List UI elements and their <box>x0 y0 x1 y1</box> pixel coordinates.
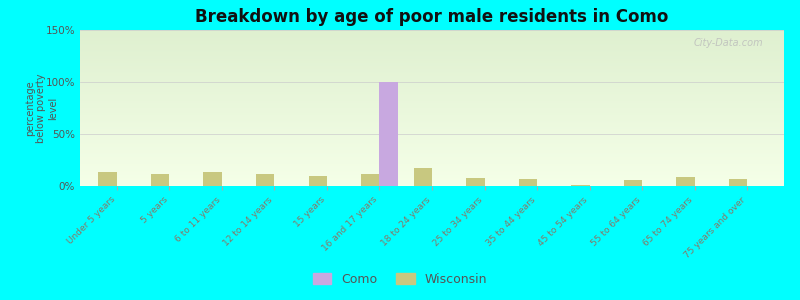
Y-axis label: percentage
below poverty
level: percentage below poverty level <box>25 73 58 143</box>
Bar <box>571 185 590 186</box>
Bar <box>414 168 432 186</box>
Legend: Como, Wisconsin: Como, Wisconsin <box>307 268 493 291</box>
Bar <box>151 173 170 186</box>
Bar <box>518 179 537 186</box>
Bar <box>379 82 398 186</box>
Bar <box>309 176 327 186</box>
Bar <box>466 178 485 186</box>
Bar <box>676 177 694 186</box>
Title: Breakdown by age of poor male residents in Como: Breakdown by age of poor male residents … <box>195 8 669 26</box>
Text: City-Data.com: City-Data.com <box>694 38 763 48</box>
Bar <box>203 172 222 186</box>
Bar <box>729 179 747 186</box>
Bar <box>256 173 274 186</box>
Bar <box>624 180 642 186</box>
Bar <box>98 172 117 186</box>
Bar <box>361 173 379 186</box>
